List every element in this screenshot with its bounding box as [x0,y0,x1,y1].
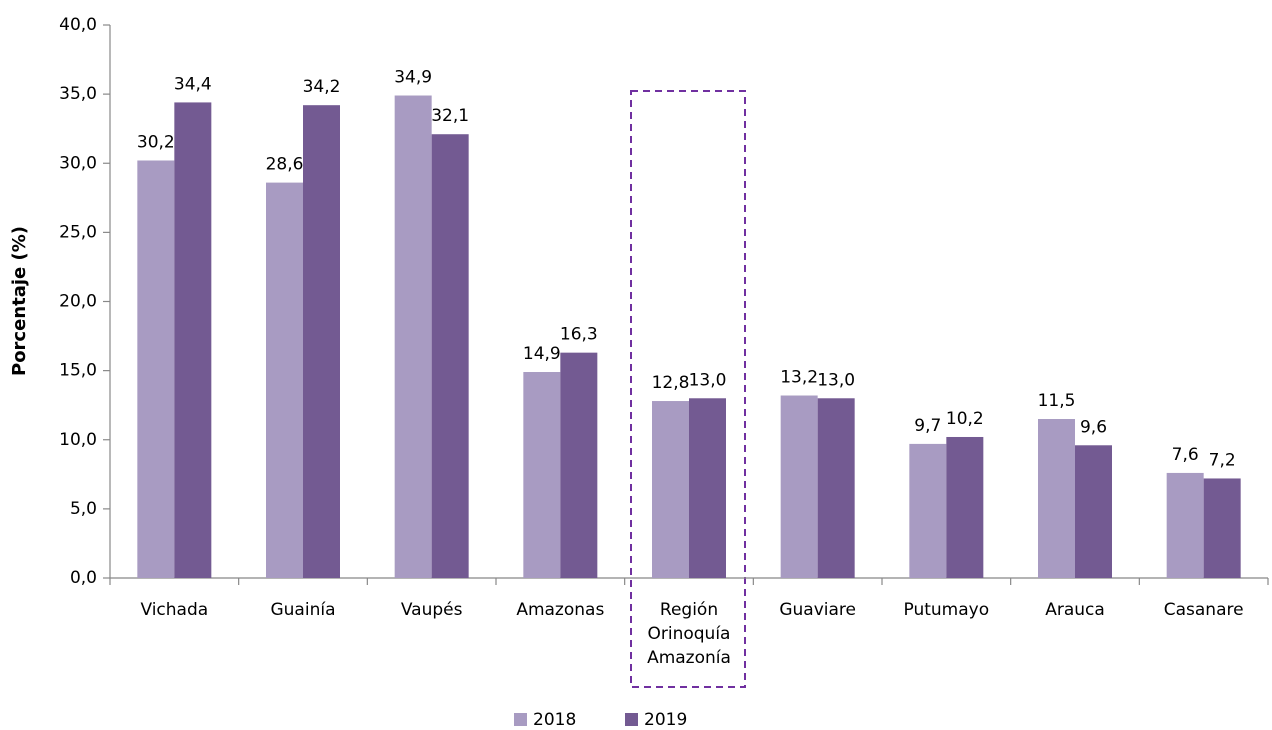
y-axis-label: Porcentaje (%) [9,226,30,376]
data-label: 34,4 [174,74,212,94]
bar [1166,472,1204,578]
highlight-box [630,90,746,688]
legend-label: 2019 [644,710,687,730]
bar [560,352,598,578]
y-tick-label: 25,0 [59,222,97,242]
legend-swatch [625,713,638,726]
bar [780,395,818,578]
y-tick-label: 10,0 [59,430,97,450]
bar [431,134,469,578]
data-label: 30,2 [137,132,175,152]
data-label: 7,6 [1172,445,1199,465]
bar [652,401,689,578]
x-tick-label: Putumayo [904,600,990,620]
data-label: 34,2 [303,77,341,97]
data-label: 13,0 [817,370,855,390]
bar [303,105,340,578]
bar [689,398,726,578]
y-tick-label: 35,0 [59,84,97,104]
x-tick-label: Casanare [1164,600,1244,620]
data-label: 9,6 [1080,417,1107,437]
legend-label: 2018 [533,710,576,730]
y-tick-label: 0,0 [70,568,97,588]
data-label: 10,2 [946,409,984,429]
data-label: 32,1 [431,106,469,126]
y-tick-label: 5,0 [70,499,97,519]
data-label: 13,2 [780,368,818,388]
data-label: 14,9 [523,344,561,364]
legend-swatch [514,713,527,726]
bar [174,102,212,579]
bar [266,182,303,579]
bar [137,160,175,579]
data-label: 34,9 [394,68,432,88]
data-label: 16,3 [560,325,598,345]
bar [523,372,561,578]
x-tick-label: Vaupés [401,600,463,620]
data-label: 13,0 [689,370,727,390]
x-tick-label: Guainía [270,600,335,620]
bar [817,398,855,578]
y-tick-label: 40,0 [59,15,97,35]
y-tick-label: 30,0 [59,153,97,173]
bar [394,95,432,578]
data-label: 7,2 [1209,450,1236,470]
y-tick-label: 20,0 [59,292,97,312]
x-tick-label: Amazonas [516,600,604,620]
x-tick-label: Guaviare [779,600,856,620]
data-label: 12,8 [652,373,690,393]
data-label: 28,6 [266,155,304,175]
x-tick-label: Arauca [1045,600,1105,620]
bar [1075,445,1112,578]
bar [1203,478,1241,578]
data-label: 9,7 [914,416,941,436]
x-tick-label: Región Orinoquía Amazonía [647,600,731,668]
y-tick-label: 15,0 [59,361,97,381]
bar [909,443,947,578]
x-tick-label: Vichada [140,600,208,620]
bar [946,436,984,578]
data-label: 11,5 [1038,391,1076,411]
bar [1038,419,1075,578]
